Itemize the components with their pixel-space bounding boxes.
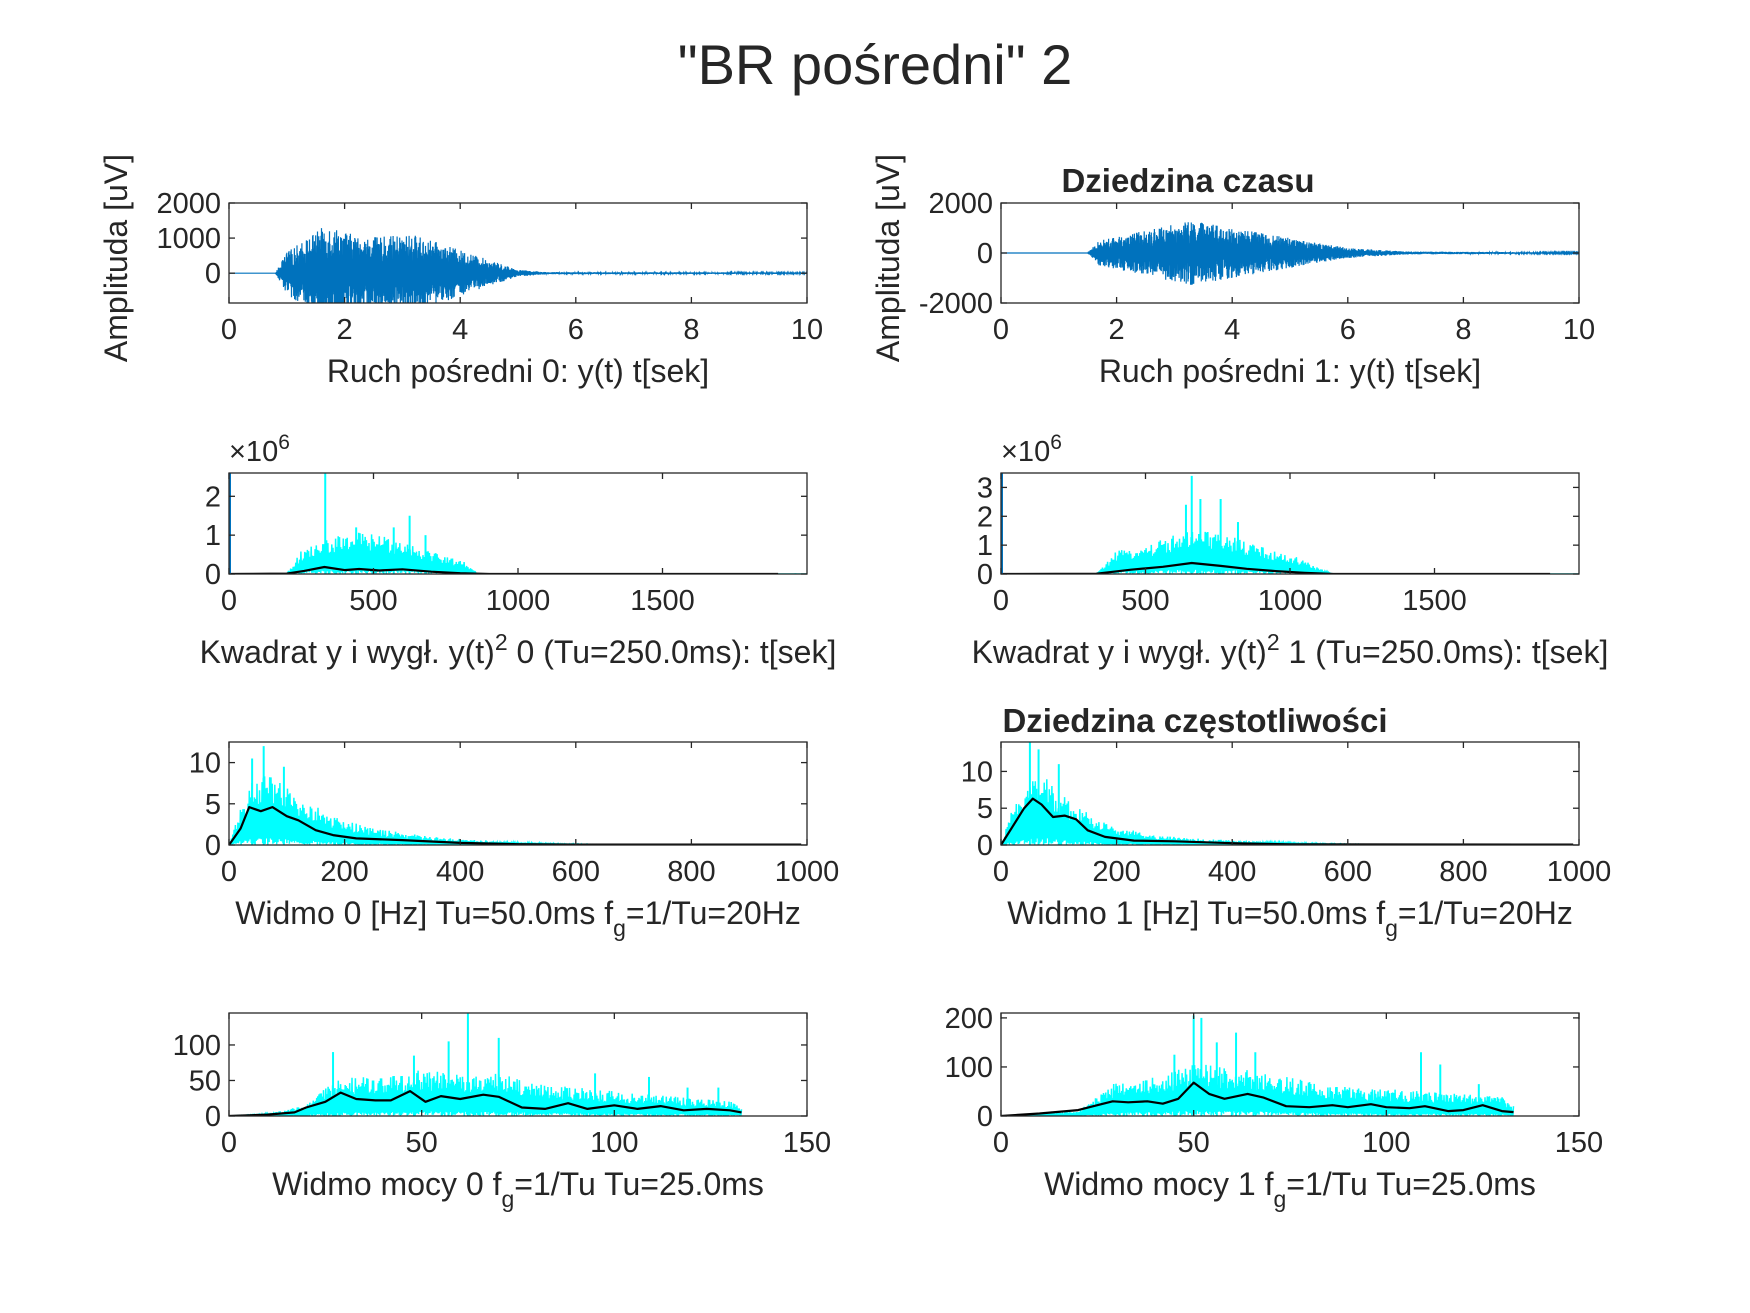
series-smoothed-line <box>1001 1081 1514 1116</box>
x-tick-label: 200 <box>1092 856 1140 888</box>
x-tick-label: 0 <box>993 856 1009 888</box>
y-tick-label: 0 <box>205 258 221 290</box>
x-tick-label: 6 <box>568 314 584 346</box>
y-tick-label: 2 <box>977 501 993 533</box>
x-tick-label: 10 <box>1563 314 1595 346</box>
series-signal-line <box>1001 222 1579 285</box>
plot-area <box>1001 1015 1515 1116</box>
axes-box <box>228 1012 808 1117</box>
y-tick-label: 100 <box>945 1052 993 1084</box>
figure-title: "BR pośredni" 2 <box>678 33 1073 96</box>
x-tick-label: 0 <box>993 585 1009 617</box>
y-tick-label: 50 <box>189 1065 221 1097</box>
y-tick-label: 0 <box>205 830 221 862</box>
x-tick-label: 800 <box>667 856 715 888</box>
x-tick-label: 1500 <box>1402 585 1467 617</box>
y-tick-label: 1 <box>977 530 993 562</box>
y-tick-label: 0 <box>205 1101 221 1133</box>
x-tick-label: 0 <box>993 1127 1009 1159</box>
y-tick-label: 5 <box>977 793 993 825</box>
x-tick-label: 500 <box>349 585 397 617</box>
x-tick-label: 8 <box>683 314 699 346</box>
axes-box <box>1000 741 1580 846</box>
y-axis-label: Amplituda [uV] <box>870 154 906 362</box>
x-tick-label: 200 <box>320 856 368 888</box>
section-freq-label: Dziedzina częstotliwości <box>1002 702 1387 739</box>
x-axis-label: Kwadrat y i wygł. y(t)2 1 (Tu=250.0ms): … <box>972 629 1609 670</box>
y-tick-label: 0 <box>977 830 993 862</box>
y-tick-label: 0 <box>977 559 993 591</box>
series-smoothed-line <box>229 565 779 574</box>
x-tick-label: 150 <box>1555 1127 1603 1159</box>
x-tick-label: 4 <box>452 314 468 346</box>
x-tick-label: 600 <box>552 856 600 888</box>
series-signal-line <box>229 228 807 303</box>
series-raw-line <box>229 1070 743 1116</box>
y-tick-label: 0 <box>205 559 221 591</box>
axes-box <box>228 741 808 846</box>
y-tick-label: 100 <box>173 1030 221 1062</box>
x-tick-label: 1000 <box>775 856 840 888</box>
y-tick-label: 10 <box>961 756 993 788</box>
x-tick-label: 4 <box>1224 314 1240 346</box>
x-tick-label: 2 <box>337 314 353 346</box>
x-tick-label: 0 <box>221 314 237 346</box>
y-tick-label: 2 <box>205 481 221 513</box>
x-axis-label: Kwadrat y i wygł. y(t)2 0 (Tu=250.0ms): … <box>200 629 837 670</box>
x-tick-label: 150 <box>783 1127 831 1159</box>
axes-box <box>228 202 808 304</box>
x-tick-label: 400 <box>1208 856 1256 888</box>
x-tick-label: 6 <box>1340 314 1356 346</box>
plot-area <box>1001 475 1579 574</box>
y-tick-label: 2000 <box>928 188 993 220</box>
x-tick-label: 1500 <box>630 585 695 617</box>
x-tick-label: 8 <box>1455 314 1471 346</box>
series-smoothed-line <box>229 806 802 845</box>
y-tick-label: 3 <box>977 472 993 504</box>
plot-area <box>1001 222 1579 285</box>
y-tick-label: 1000 <box>156 223 221 255</box>
x-tick-label: 0 <box>221 856 237 888</box>
x-tick-label: 0 <box>993 314 1009 346</box>
section-time-label: Dziedzina czasu <box>1061 162 1314 199</box>
y-axis-label: Amplituda [uV] <box>98 154 134 362</box>
series-smoothed-line <box>1001 797 1574 845</box>
x-tick-label: 600 <box>1324 856 1372 888</box>
x-tick-label: 100 <box>1362 1127 1410 1159</box>
x-tick-label: 1000 <box>1258 585 1323 617</box>
x-tick-label: 1000 <box>486 585 551 617</box>
x-tick-label: 400 <box>436 856 484 888</box>
y-tick-label: 1 <box>205 520 221 552</box>
y-tick-label: 0 <box>977 238 993 270</box>
y-tick-label: 200 <box>945 1003 993 1035</box>
x-tick-label: 2 <box>1109 314 1125 346</box>
plot-area <box>229 1013 743 1116</box>
x-tick-label: 10 <box>791 314 823 346</box>
plot-area <box>229 228 807 303</box>
y-tick-label: 5 <box>205 789 221 821</box>
x-tick-label: 100 <box>590 1127 638 1159</box>
x-tick-label: 0 <box>221 1127 237 1159</box>
x-tick-label: 1000 <box>1547 856 1612 888</box>
x-axis-label: Ruch pośredni 0: y(t) t[sek] <box>327 353 709 389</box>
y-tick-label: -2000 <box>919 288 993 320</box>
x-tick-label: 0 <box>221 585 237 617</box>
x-tick-label: 500 <box>1121 585 1169 617</box>
y-tick-label: 10 <box>189 748 221 780</box>
x-tick-label: 50 <box>1178 1127 1210 1159</box>
series-smoothed-line <box>229 1090 742 1116</box>
axes-box <box>1000 1012 1580 1117</box>
y-tick-label: 2000 <box>156 188 221 220</box>
x-tick-label: 50 <box>406 1127 438 1159</box>
y-tick-label: 0 <box>977 1101 993 1133</box>
x-axis-label: Ruch pośredni 1: y(t) t[sek] <box>1099 353 1481 389</box>
x-tick-label: 800 <box>1439 856 1487 888</box>
series-smoothed-line <box>1001 561 1551 574</box>
